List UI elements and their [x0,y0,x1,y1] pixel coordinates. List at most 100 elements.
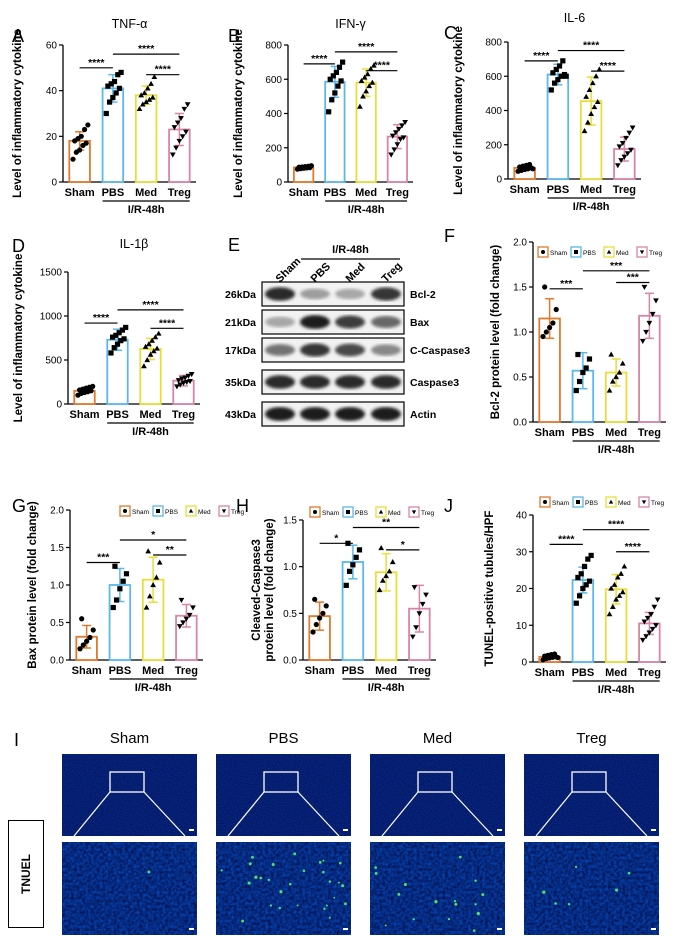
data-point [588,110,594,117]
data-point [152,334,159,340]
data-point [174,120,181,126]
data-point [123,324,129,331]
y-tick-label: 1000 [40,312,63,323]
data-point [643,329,649,335]
data-point [543,329,549,335]
data-point [84,638,90,644]
x-tick-label: Med [605,427,627,439]
data-point [142,343,149,349]
data-point [103,110,109,117]
data-point [183,616,190,622]
data-point [399,123,405,129]
data-point [644,615,651,621]
y-tick-label: 2.0 [50,506,64,517]
data-point [85,122,91,128]
y-tick-label: 400 [265,109,282,120]
y-tick-label: 0 [276,178,282,189]
legend-marker [641,500,647,505]
group-label: I/R-48h [598,444,635,456]
tunel-positive-dot [403,882,407,887]
data-point [179,134,186,140]
data-point [90,383,96,389]
y-tick-label: 0 [521,658,527,669]
protein-label: Caspase3 [410,377,459,389]
data-point [358,77,365,84]
scale-bar [343,829,348,831]
data-point [141,363,147,369]
tunel-positive-dot [247,881,251,885]
data-point [413,625,419,631]
tunel-positive-dot [333,896,336,899]
scale-bar [343,928,348,930]
scale-bar [651,928,656,930]
data-point [641,284,648,290]
data-point [363,88,369,94]
data-point [70,156,76,162]
sig-label: *** [97,552,110,564]
data-point [178,597,185,603]
y-tick-label: 60 [46,41,58,52]
legend-label: Treg [651,500,665,507]
legend-label: Sham [550,250,567,257]
blot-band [371,407,401,421]
data-point [357,103,363,109]
data-point [115,72,121,78]
data-point [139,101,146,107]
data-point [583,365,589,371]
data-point [187,379,193,385]
data-point [146,593,153,599]
data-point [583,93,590,99]
sig-label: **** [88,57,105,69]
tunel-positive-dot [302,869,306,873]
data-point [78,133,84,139]
y-axis-label: Level of inflammatory cytokine [13,254,25,423]
tunel-positive-dot [412,918,415,921]
data-point [553,306,559,313]
blot-band [371,375,401,389]
data-point [110,94,116,101]
data-point [190,605,196,611]
micro-column-med: Med [370,730,505,935]
data-point [409,634,416,640]
data-point [585,556,591,562]
x-tick-label: Treg [172,409,195,421]
y-axis-label-line2: protein level (fold change) [264,518,276,661]
data-point [109,334,116,340]
zoom-line [605,791,648,837]
tunel-positive-dot [328,916,331,919]
data-point [542,284,548,290]
x-tick-label: PBS [572,667,595,679]
y-tick-label: 1.0 [513,328,527,339]
panel-f: F 0.0 0.5 1.0 1.5 2.0 Bcl-2 protein level (fol… [444,226,666,456]
panel-j: J 0 10 20 30 40 TUNEL-positive tubules/HPF Sham… [444,496,666,696]
sig-label: * [334,532,339,544]
tunel-positive-dot [472,929,476,932]
group-label: I/R-48h [135,682,172,694]
y-tick-label: 0.0 [50,656,64,667]
data-point [119,327,126,333]
scale-bar [651,829,656,831]
tunel-positive-dot [288,882,292,886]
legend-label: Treg [421,510,435,517]
y-tick-label: 0 [496,175,502,186]
data-point [609,603,616,609]
kda-label: 26kDa [225,289,256,301]
legend-marker [639,250,645,255]
x-tick-label: Sham [535,667,565,679]
legend-marker [156,509,160,513]
data-point [619,360,626,366]
y-tick-label: 1.0 [283,562,297,573]
data-point [619,140,626,147]
tunel-positive-dot [458,855,462,859]
tunel-positive-dot [241,919,245,923]
chart-title: IL-1β [120,237,149,251]
sig-label: **** [159,317,176,329]
panel-letter: J [444,496,453,516]
data-point [606,611,613,617]
legend-marker [123,509,127,513]
tunel-positive-dot [542,890,546,894]
x-tick-label: Sham [70,409,100,421]
zoom-line [451,791,494,837]
data-point [553,66,559,72]
group-label: I/R-48h [598,684,635,696]
